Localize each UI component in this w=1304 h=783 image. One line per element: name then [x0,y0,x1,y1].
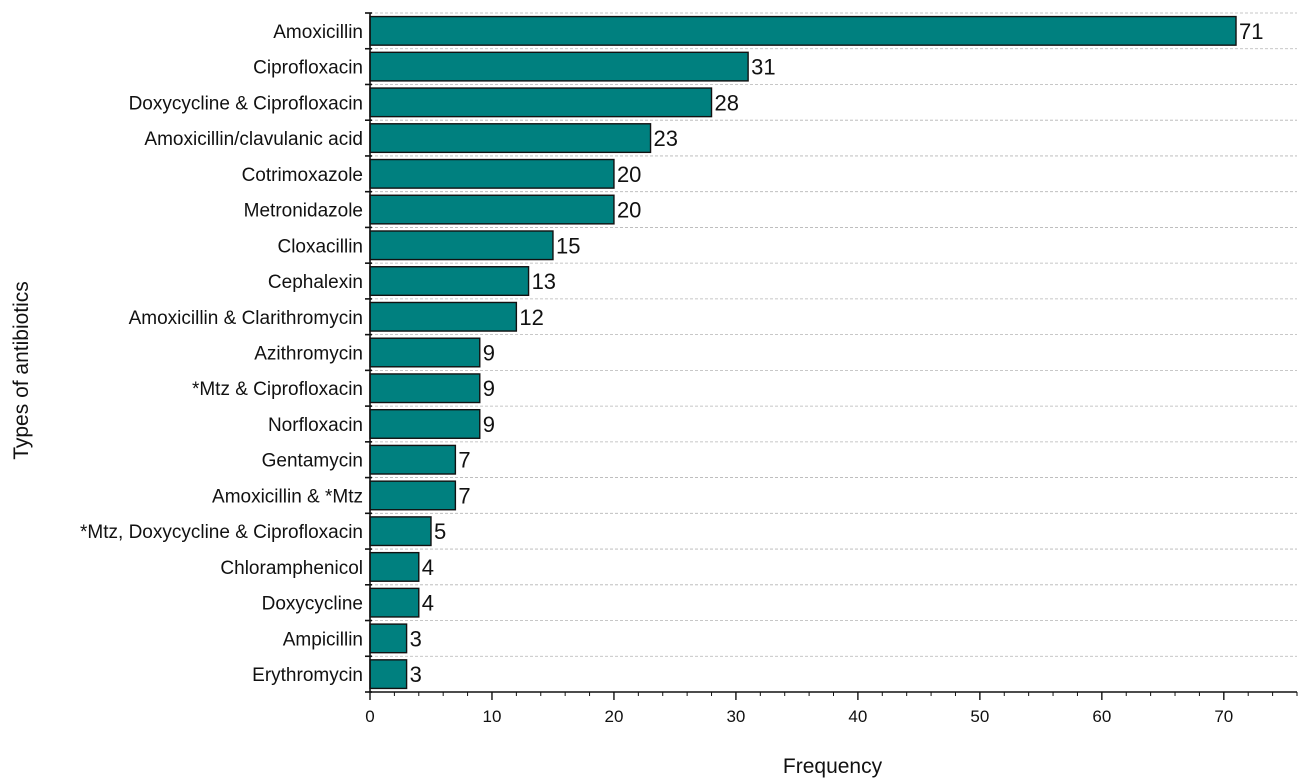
x-tick-label: 20 [604,707,623,726]
y-axis-title: Types of antibiotics [10,281,33,460]
data-label: 3 [410,662,422,687]
data-label: 9 [483,376,495,401]
data-label: 28 [715,90,739,115]
bar [369,301,518,332]
category-label: Cloxacillin [277,236,363,257]
bar [369,194,615,225]
data-label: 3 [410,626,422,651]
grid-lines [370,12,1297,693]
data-label: 9 [483,341,495,366]
bar [369,551,420,582]
data-label: 4 [422,555,434,580]
bar [369,659,408,690]
data-label: 5 [434,519,446,544]
data-label: 20 [617,198,641,223]
data-label: 7 [458,448,470,473]
bar [369,480,457,511]
x-tick-label: 10 [483,707,502,726]
bar [369,51,749,82]
category-label: *Mtz, Doxycycline & Ciprofloxacin [80,522,363,543]
bar [369,337,481,368]
category-label: Norfloxacin [268,415,363,436]
bars [369,15,1237,690]
x-tick-label: 30 [726,707,745,726]
category-label: Metronidazole [244,201,363,222]
category-label: Gentamycin [262,451,363,472]
data-label: 31 [751,55,775,80]
x-tick-label: 60 [1092,707,1111,726]
category-label: Amoxicillin & *Mtz [212,486,363,507]
bar [369,444,457,475]
labels: Amoxicillin 71 Ciprofloxacin 31 Doxycycline … [80,19,1263,726]
data-label: 71 [1239,19,1263,44]
category-label: *Mtz & Ciprofloxacin [192,379,363,400]
bar [369,516,432,547]
bar [369,123,652,154]
bar [369,408,481,439]
x-tick-label: 40 [848,707,867,726]
category-label: Doxycycline & Ciprofloxacin [129,93,363,114]
category-label: Erythromycin [252,665,363,686]
data-label: 12 [519,305,543,330]
bar [369,623,408,654]
data-label: 15 [556,233,580,258]
data-label: 7 [458,483,470,508]
category-label: Azithromycin [254,344,363,365]
bar [369,587,420,618]
bar [369,158,615,189]
bar [369,87,713,118]
bar [369,266,530,297]
x-axis-title: Frequency [783,755,883,778]
data-label: 9 [483,412,495,437]
data-label: 20 [617,162,641,187]
category-label: Ampicillin [283,629,363,650]
x-tick-label: 0 [365,707,374,726]
category-label: Chloramphenicol [220,558,363,579]
bar [369,230,554,261]
data-label: 13 [532,269,556,294]
category-label: Amoxicillin [273,22,363,43]
bar [369,15,1237,46]
category-label: Cotrimoxazole [242,165,363,186]
x-tick-label: 70 [1214,707,1233,726]
category-label: Ciprofloxacin [253,58,363,79]
bar [369,373,481,404]
category-label: Doxycycline [262,594,363,615]
category-label: Cephalexin [268,272,363,293]
data-label: 4 [422,591,434,616]
category-label: Amoxicillin & Clarithromycin [129,308,363,329]
data-label: 23 [654,126,678,151]
axes [365,12,1298,700]
x-tick-label: 50 [970,707,989,726]
category-label: Amoxicillin/clavulanic acid [144,129,363,150]
